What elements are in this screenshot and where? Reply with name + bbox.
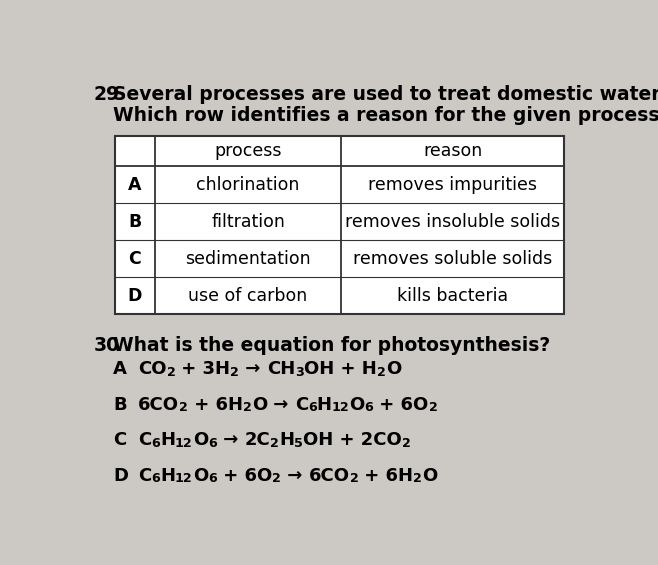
- Text: chlorination: chlorination: [196, 176, 300, 194]
- Text: 2: 2: [349, 472, 359, 485]
- Text: sedimentation: sedimentation: [186, 250, 311, 268]
- Text: →: →: [240, 360, 267, 379]
- Text: OH + H: OH + H: [304, 360, 377, 379]
- Text: + 6O: + 6O: [216, 467, 272, 485]
- Text: 2: 2: [428, 401, 438, 414]
- Text: removes impurities: removes impurities: [368, 176, 537, 194]
- Text: 2: 2: [401, 437, 411, 450]
- Text: D: D: [113, 467, 128, 485]
- Text: 2: 2: [166, 366, 176, 379]
- Text: A: A: [113, 360, 127, 379]
- Text: 2C: 2C: [244, 431, 270, 449]
- Text: O: O: [193, 431, 208, 449]
- Text: A: A: [128, 176, 141, 194]
- Text: 6: 6: [208, 472, 216, 485]
- Text: 2: 2: [243, 401, 252, 414]
- Text: B: B: [128, 213, 141, 231]
- Text: C: C: [295, 396, 308, 414]
- Text: 2: 2: [413, 472, 422, 485]
- Text: process: process: [215, 142, 282, 160]
- Text: 2: 2: [272, 472, 281, 485]
- Text: →: →: [281, 467, 309, 485]
- Text: 6: 6: [151, 472, 160, 485]
- Text: 6: 6: [308, 401, 316, 414]
- Text: removes soluble solids: removes soluble solids: [353, 250, 552, 268]
- Text: O: O: [386, 360, 401, 379]
- Text: H: H: [160, 467, 175, 485]
- Text: removes insoluble solids: removes insoluble solids: [345, 213, 560, 231]
- Text: →: →: [267, 396, 295, 414]
- Text: OH + 2CO: OH + 2CO: [303, 431, 401, 449]
- Text: 6: 6: [151, 437, 160, 450]
- Text: What is the equation for photosynthesis?: What is the equation for photosynthesis?: [113, 336, 551, 355]
- Text: CO: CO: [138, 360, 166, 379]
- Text: 2: 2: [377, 366, 386, 379]
- Text: H: H: [316, 396, 332, 414]
- Text: 12: 12: [175, 472, 193, 485]
- Text: H: H: [160, 431, 175, 449]
- Text: C: C: [113, 431, 126, 449]
- Text: B: B: [113, 396, 127, 414]
- Text: 12: 12: [175, 437, 193, 450]
- Text: O: O: [422, 467, 438, 485]
- Text: 30: 30: [94, 336, 120, 355]
- Text: kills bacteria: kills bacteria: [397, 286, 508, 305]
- Text: + 6H: + 6H: [359, 467, 413, 485]
- Text: + 3H: + 3H: [176, 360, 230, 379]
- Text: 2: 2: [270, 437, 279, 450]
- Text: C: C: [138, 467, 151, 485]
- Text: D: D: [128, 286, 142, 305]
- Text: 3: 3: [295, 366, 304, 379]
- Text: CH: CH: [267, 360, 295, 379]
- Text: 6: 6: [208, 437, 216, 450]
- Text: 12: 12: [332, 401, 349, 414]
- Bar: [114, 136, 565, 314]
- Text: 6CO: 6CO: [309, 467, 349, 485]
- Text: O: O: [193, 467, 208, 485]
- Text: Which row identifies a reason for the given process?: Which row identifies a reason for the gi…: [113, 106, 658, 125]
- Text: 2: 2: [230, 366, 240, 379]
- Text: 6: 6: [365, 401, 374, 414]
- Text: Several processes are used to treat domestic water.: Several processes are used to treat dome…: [113, 85, 658, 104]
- Text: 29: 29: [94, 85, 120, 104]
- Text: O: O: [252, 396, 267, 414]
- Text: O: O: [349, 396, 365, 414]
- Text: use of carbon: use of carbon: [188, 286, 308, 305]
- Text: C: C: [128, 250, 141, 268]
- Text: reason: reason: [423, 142, 482, 160]
- Text: →: →: [216, 431, 244, 449]
- Text: + 6H: + 6H: [188, 396, 243, 414]
- Text: 6CO: 6CO: [138, 396, 179, 414]
- Text: H: H: [279, 431, 294, 449]
- Text: + 6O: + 6O: [374, 396, 428, 414]
- Text: filtration: filtration: [211, 213, 285, 231]
- Text: C: C: [138, 431, 151, 449]
- Text: 5: 5: [294, 437, 303, 450]
- Text: 2: 2: [179, 401, 188, 414]
